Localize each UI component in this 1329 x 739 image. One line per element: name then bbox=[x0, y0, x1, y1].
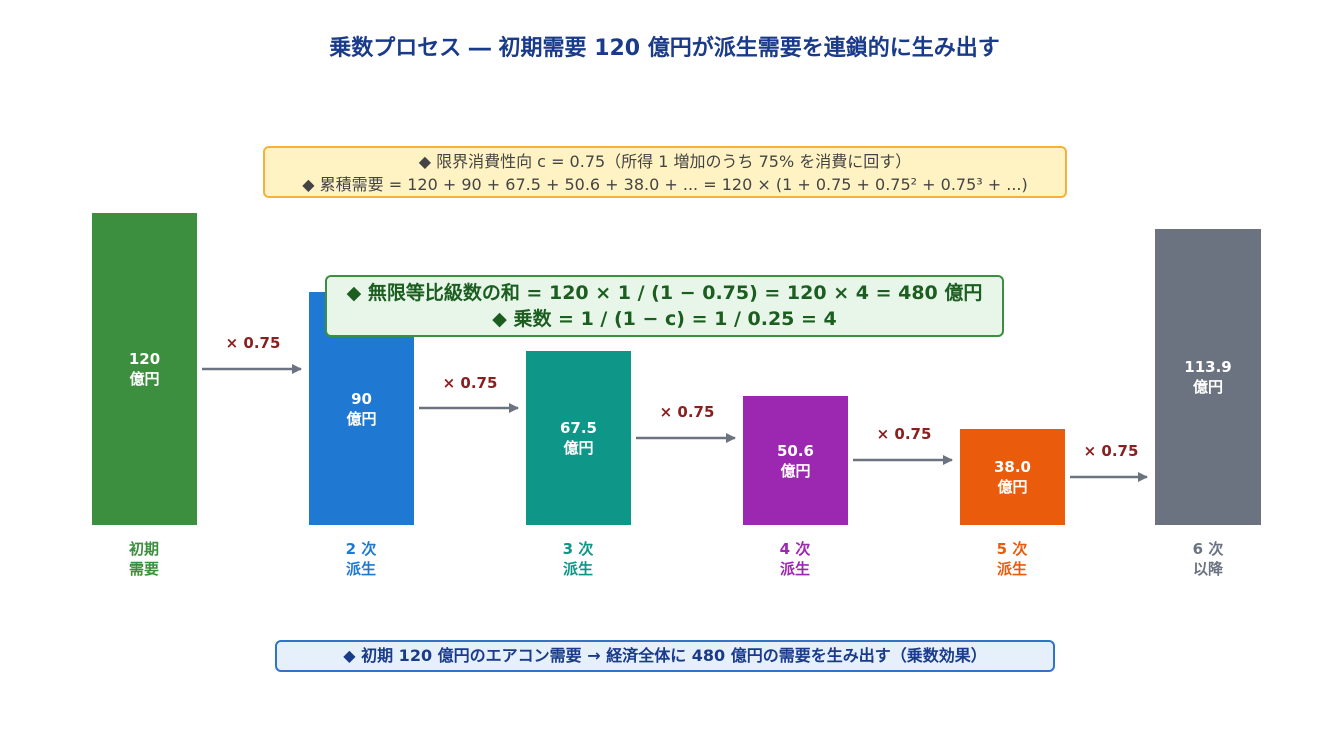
bar-unit: 億円 bbox=[780, 461, 811, 480]
multiplier-label-1: × 0.75 bbox=[225, 334, 281, 352]
category-label-second: 2 次派生 bbox=[345, 540, 377, 578]
bar-value: 120 bbox=[128, 350, 161, 368]
category-label-fourth: 4 次派生 bbox=[779, 540, 811, 578]
bar-fifth-derived: 38.0 億円 bbox=[960, 429, 1065, 525]
bar-unit: 億円 bbox=[129, 370, 160, 388]
multiplier-label-5: × 0.75 bbox=[1083, 442, 1139, 460]
bar-sixth-and-beyond: 113.9 億円 bbox=[1155, 229, 1261, 525]
consumption-info-box: ◆ 限界消費性向 c = 0.75（所得 1 増加のうち 75% を消費に回す）… bbox=[263, 146, 1067, 198]
bar-value: 67.5 bbox=[559, 419, 597, 437]
sum-line-1: ◆ 無限等比級数の和 = 120 × 1 / (1 − 0.75) = 120 … bbox=[346, 282, 983, 304]
info-line-1: ◆ 限界消費性向 c = 0.75（所得 1 増加のうち 75% を消費に回す） bbox=[418, 152, 912, 171]
bar-unit: 億円 bbox=[346, 409, 377, 428]
info-line-2: ◆ 累積需要 = 120 + 90 + 67.5 + 50.6 + 38.0 +… bbox=[302, 175, 1028, 194]
multiplier-label-4: × 0.75 bbox=[876, 425, 932, 443]
bar-value: 50.6 bbox=[776, 441, 814, 460]
bar-value: 38.0 bbox=[993, 458, 1031, 476]
bar-initial-demand: 120 億円 bbox=[92, 213, 197, 525]
category-label-sixth-plus: 6 次以降 bbox=[1192, 540, 1224, 578]
bar-value: 90 bbox=[351, 389, 372, 408]
page-title: 乗数プロセス ― 初期需要 120 億円が派生需要を連鎖的に生み出す bbox=[329, 36, 1000, 61]
bar-fourth-derived: 50.6 億円 bbox=[743, 396, 848, 525]
bar-third-derived: 67.5 億円 bbox=[526, 351, 631, 525]
multiplier-label-3: × 0.75 bbox=[659, 403, 715, 421]
conclusion-box: ◆ 初期 120 億円のエアコン需要 → 経済全体に 480 億円の需要を生み出… bbox=[275, 640, 1055, 672]
bar-unit: 億円 bbox=[563, 439, 594, 457]
conclusion-text: ◆ 初期 120 億円のエアコン需要 → 経済全体に 480 億円の需要を生み出… bbox=[343, 646, 987, 665]
bar-value: 113.9 bbox=[1184, 358, 1232, 376]
series-sum-box: ◆ 無限等比級数の和 = 120 × 1 / (1 − 0.75) = 120 … bbox=[325, 275, 1004, 337]
bar-unit: 億円 bbox=[997, 478, 1028, 496]
bar-unit: 億円 bbox=[1192, 378, 1223, 396]
multiplier-label-2: × 0.75 bbox=[442, 374, 498, 392]
category-label-fifth: 5 次派生 bbox=[996, 540, 1028, 578]
category-label-third: 3 次派生 bbox=[562, 540, 594, 578]
sum-line-2: ◆ 乗数 = 1 / (1 − c) = 1 / 0.25 = 4 bbox=[492, 308, 837, 330]
category-label-initial: 初期 需要 bbox=[128, 540, 159, 578]
